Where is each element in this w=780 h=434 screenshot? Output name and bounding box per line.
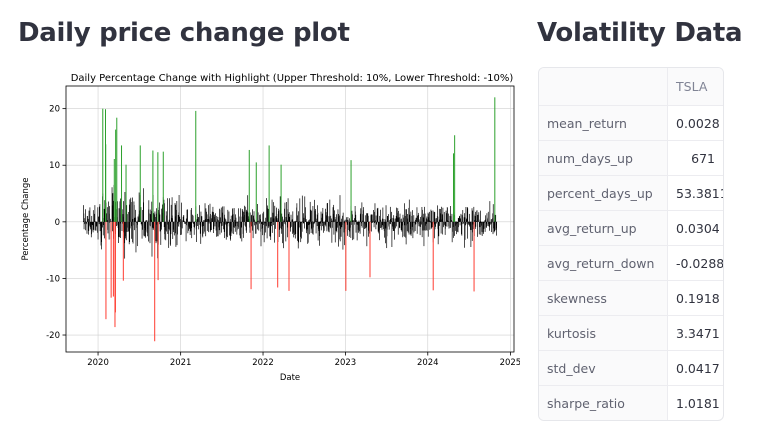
volatility-table[interactable]: TSLA mean_return 0.0028 num_days_up 671 pe…	[538, 67, 724, 421]
x-tick-label: 2020	[87, 358, 109, 368]
metric-name: avg_return_up	[539, 210, 668, 246]
y-tick-label: -10	[46, 274, 60, 284]
y-axis-label: Percentage Change	[21, 177, 31, 260]
table-row: kurtosis 3.3471	[539, 315, 723, 351]
table-row: percent_days_up 53.3811	[539, 175, 723, 211]
table-row: num_days_up 671	[539, 140, 723, 176]
metric-value[interactable]: -0.0288	[667, 245, 723, 281]
y-tick-label: 10	[49, 161, 60, 171]
metric-name: avg_return_down	[539, 245, 668, 281]
x-tick-label: 2023	[335, 358, 357, 368]
y-tick-label: 20	[49, 105, 60, 115]
metric-name: mean_return	[539, 105, 668, 141]
index-header	[539, 68, 668, 106]
plot-frame	[65, 85, 515, 353]
metric-value[interactable]: 3.3471	[667, 315, 723, 351]
table-row: mean_return 0.0028	[539, 105, 723, 141]
x-tick-label: 2021	[170, 358, 192, 368]
x-tick-label: 2025	[500, 358, 520, 368]
metric-value[interactable]: 53.3811	[667, 175, 723, 211]
metric-value[interactable]: 0.0028	[667, 105, 723, 141]
table-row: std_dev 0.0417	[539, 350, 723, 386]
metric-name: skewness	[539, 280, 668, 316]
y-tick-label: 0	[55, 218, 60, 228]
table-header-row: TSLA	[539, 68, 723, 106]
x-tick-label: 2024	[417, 358, 439, 368]
daily-change-chart: Daily Percentage Change with Highlight (…	[21, 73, 520, 383]
metric-name: sharpe_ratio	[539, 385, 668, 420]
table-row: avg_return_down -0.0288	[539, 245, 723, 281]
metric-value[interactable]: 0.1918	[667, 280, 723, 316]
metric-name: num_days_up	[539, 140, 668, 176]
bar-series	[83, 97, 497, 342]
y-tick-label: -20	[46, 331, 60, 341]
metric-name: kurtosis	[539, 315, 668, 351]
table-row: skewness 0.1918	[539, 280, 723, 316]
x-tick-label: 2022	[252, 358, 274, 368]
metric-value[interactable]: 0.0417	[667, 350, 723, 386]
table-heading: Volatility Data	[537, 18, 743, 48]
column-header-tsla[interactable]: TSLA	[667, 68, 723, 106]
metric-value[interactable]: 1.0181	[676, 395, 720, 411]
metric-value[interactable]: 0.0304	[667, 210, 723, 246]
table-row: avg_return_up 0.0304	[539, 210, 723, 246]
plot-heading: Daily price change plot	[18, 18, 350, 48]
metric-name: std_dev	[539, 350, 668, 386]
metric-value[interactable]: 671	[667, 140, 723, 176]
x-axis-label: Date	[280, 373, 300, 383]
chart-title: Daily Percentage Change with Highlight (…	[71, 73, 514, 84]
metric-name: percent_days_up	[539, 175, 668, 211]
table-row: sharpe_ratio 1.0181	[539, 385, 723, 420]
